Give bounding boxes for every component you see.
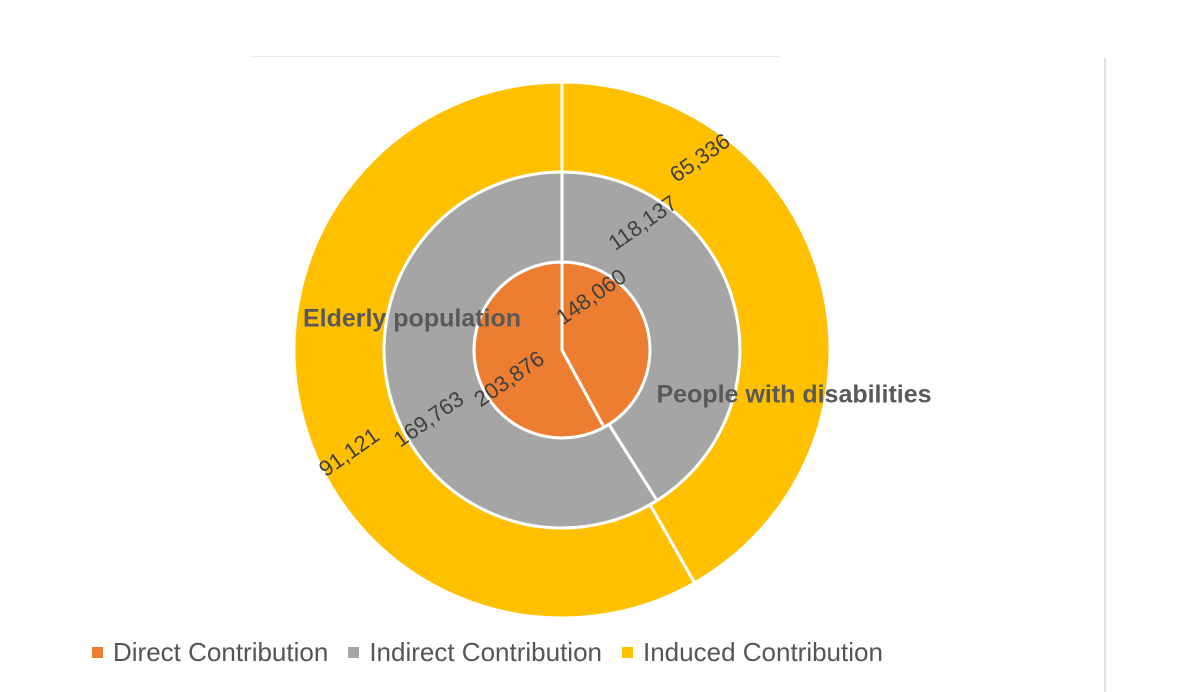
frame-border-right bbox=[1104, 58, 1106, 692]
frame-border-top bbox=[250, 56, 780, 57]
category-label-elderly: Elderly population bbox=[303, 305, 521, 333]
legend-label-induced: Induced Contribution bbox=[643, 636, 883, 667]
category-label-disabilities: People with disabilities bbox=[656, 381, 931, 409]
legend-item-induced: Induced Contribution bbox=[622, 637, 883, 668]
slice-induced-elderly bbox=[292, 80, 697, 620]
slice-induced-disabilities bbox=[560, 80, 832, 585]
legend-swatch-direct bbox=[92, 646, 103, 658]
legend-label-direct: Direct Contribution bbox=[113, 636, 329, 667]
legend-item-indirect: Indirect Contribution bbox=[348, 637, 602, 668]
legend-label-indirect: Indirect Contribution bbox=[369, 636, 602, 667]
legend-swatch-induced bbox=[622, 646, 633, 658]
legend-swatch-indirect bbox=[348, 646, 360, 658]
legend: Direct Contribution Indirect Contributio… bbox=[92, 632, 883, 672]
legend-item-direct: Direct Contribution bbox=[92, 637, 328, 668]
